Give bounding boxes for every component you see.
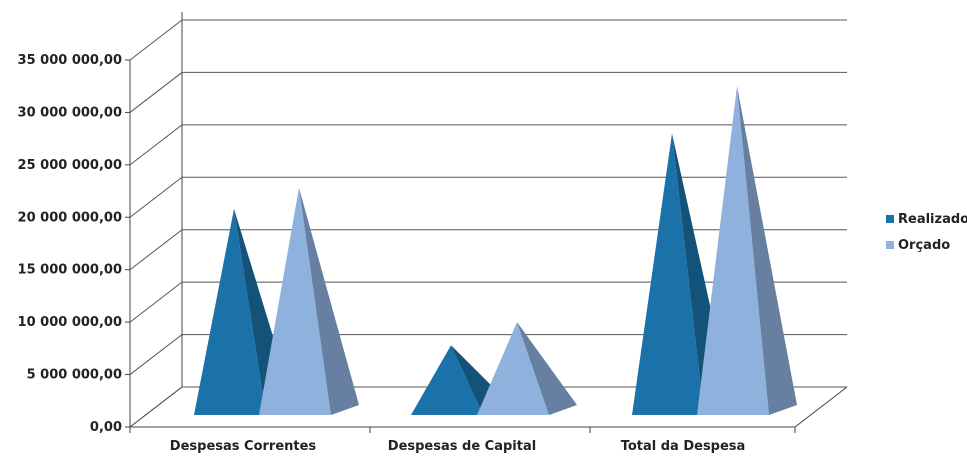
y-tick-label: 15 000 000,00 xyxy=(18,263,122,278)
back-wall-edge xyxy=(129,12,183,428)
gridline xyxy=(129,176,847,218)
gridline xyxy=(129,281,847,323)
y-tick-label: 30 000 000,00 xyxy=(18,105,122,120)
x-category-label: Despesas Correntes xyxy=(170,439,317,454)
pyramid-front-face xyxy=(697,86,769,415)
legend-swatch-realizado xyxy=(886,215,894,223)
x-category-label: Total da Despesa xyxy=(621,439,746,454)
pyramid-side-face xyxy=(299,187,359,415)
pyramid-front-face xyxy=(194,208,266,415)
legend-swatch-orcado xyxy=(886,241,894,249)
x-axis-category-labels: Despesas Correntes Despesas de Capital Tot… xyxy=(170,439,746,454)
legend-item-orcado: Orçado xyxy=(886,232,967,258)
y-axis-tick-labels: 0,00 5 000 000,00 10 000 000,00 15 000 000,… xyxy=(18,53,122,435)
gridline xyxy=(129,334,847,375)
pyramid-side-face xyxy=(517,322,577,415)
gridline xyxy=(129,229,847,271)
gridline xyxy=(129,124,847,166)
gridline xyxy=(129,19,847,61)
pyramid-front-face xyxy=(632,133,704,415)
legend-label-realizado: Realizado xyxy=(898,211,967,227)
legend: Realizado Orçado xyxy=(886,206,967,258)
pyramid-front-face xyxy=(477,322,549,415)
y-tick-label: 35 000 000,00 xyxy=(18,53,122,68)
pyramid-orcado-0 xyxy=(259,187,359,415)
x-category-label: Despesas de Capital xyxy=(388,439,536,454)
pyramid-orcado-2 xyxy=(697,86,797,415)
y-tick-label: 25 000 000,00 xyxy=(18,158,122,173)
legend-label-orcado: Orçado xyxy=(898,237,951,253)
gridline xyxy=(129,71,847,113)
y-tick-label: 0,00 xyxy=(90,420,122,435)
gridlines xyxy=(125,19,847,433)
gridline xyxy=(129,386,847,428)
legend-item-realizado: Realizado xyxy=(886,206,967,232)
pyramids xyxy=(194,86,797,415)
y-tick-label: 5 000 000,00 xyxy=(27,368,122,383)
pyramid-front-face xyxy=(411,345,483,415)
pyramid-orcado-1 xyxy=(477,322,577,415)
pyramid-side-face xyxy=(737,86,797,415)
y-tick-label: 10 000 000,00 xyxy=(18,315,122,330)
y-tick-label: 20 000 000,00 xyxy=(18,210,122,225)
pyramid-front-face xyxy=(259,187,331,415)
